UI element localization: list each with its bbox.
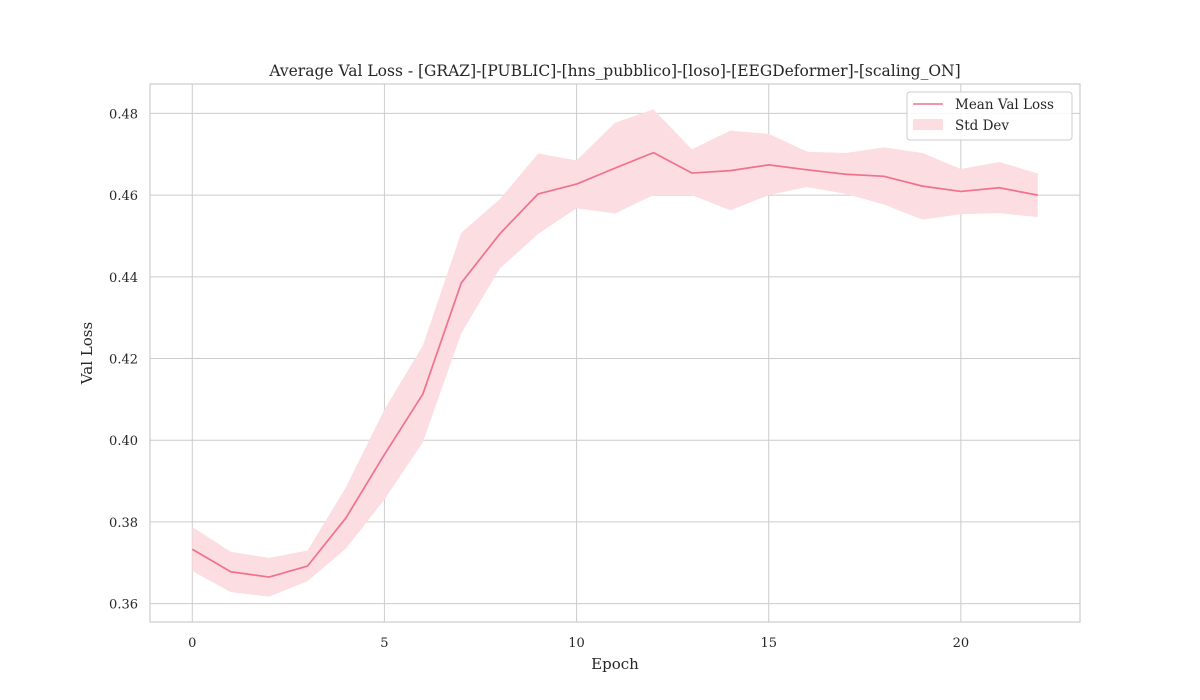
y-tick-label: 0.46 bbox=[109, 189, 138, 204]
legend-box bbox=[906, 91, 1073, 141]
y-tick-labels: 0.36 0.38 0.40 0.42 0.44 0.46 0.48 bbox=[109, 107, 138, 612]
mean-line-layer bbox=[191, 151, 1038, 578]
y-tick-label: 0.48 bbox=[109, 107, 138, 122]
x-axis-label: Epoch bbox=[591, 655, 639, 673]
x-tick-label: 10 bbox=[568, 636, 585, 651]
y-tick-label: 0.40 bbox=[109, 434, 138, 449]
mean-val-loss-line bbox=[191, 151, 1038, 578]
legend: Mean Val Loss Std Dev bbox=[906, 91, 1073, 141]
std-band-layer bbox=[192, 109, 1038, 597]
y-tick-label: 0.44 bbox=[109, 271, 138, 286]
plot-frame bbox=[149, 83, 1081, 623]
legend-std-swatch bbox=[913, 119, 943, 130]
chart-title: Average Val Loss - [GRAZ]-[PUBLIC]-[hns_… bbox=[268, 62, 960, 80]
x-tick-label: 0 bbox=[188, 636, 196, 651]
x-tick-label: 20 bbox=[953, 636, 970, 651]
x-tick-label: 5 bbox=[380, 636, 388, 651]
y-tick-label: 0.36 bbox=[109, 598, 138, 613]
x-tick-label: 15 bbox=[760, 636, 777, 651]
x-tick-labels: 0 5 10 15 20 bbox=[188, 636, 969, 651]
legend-mean-label: Mean Val Loss bbox=[955, 97, 1054, 113]
y-tick-label: 0.42 bbox=[109, 353, 138, 368]
std-dev-band bbox=[192, 109, 1038, 597]
y-tick-label: 0.38 bbox=[109, 516, 138, 531]
y-axis-label: Val Loss bbox=[78, 322, 96, 385]
legend-std-label: Std Dev bbox=[955, 118, 1009, 134]
